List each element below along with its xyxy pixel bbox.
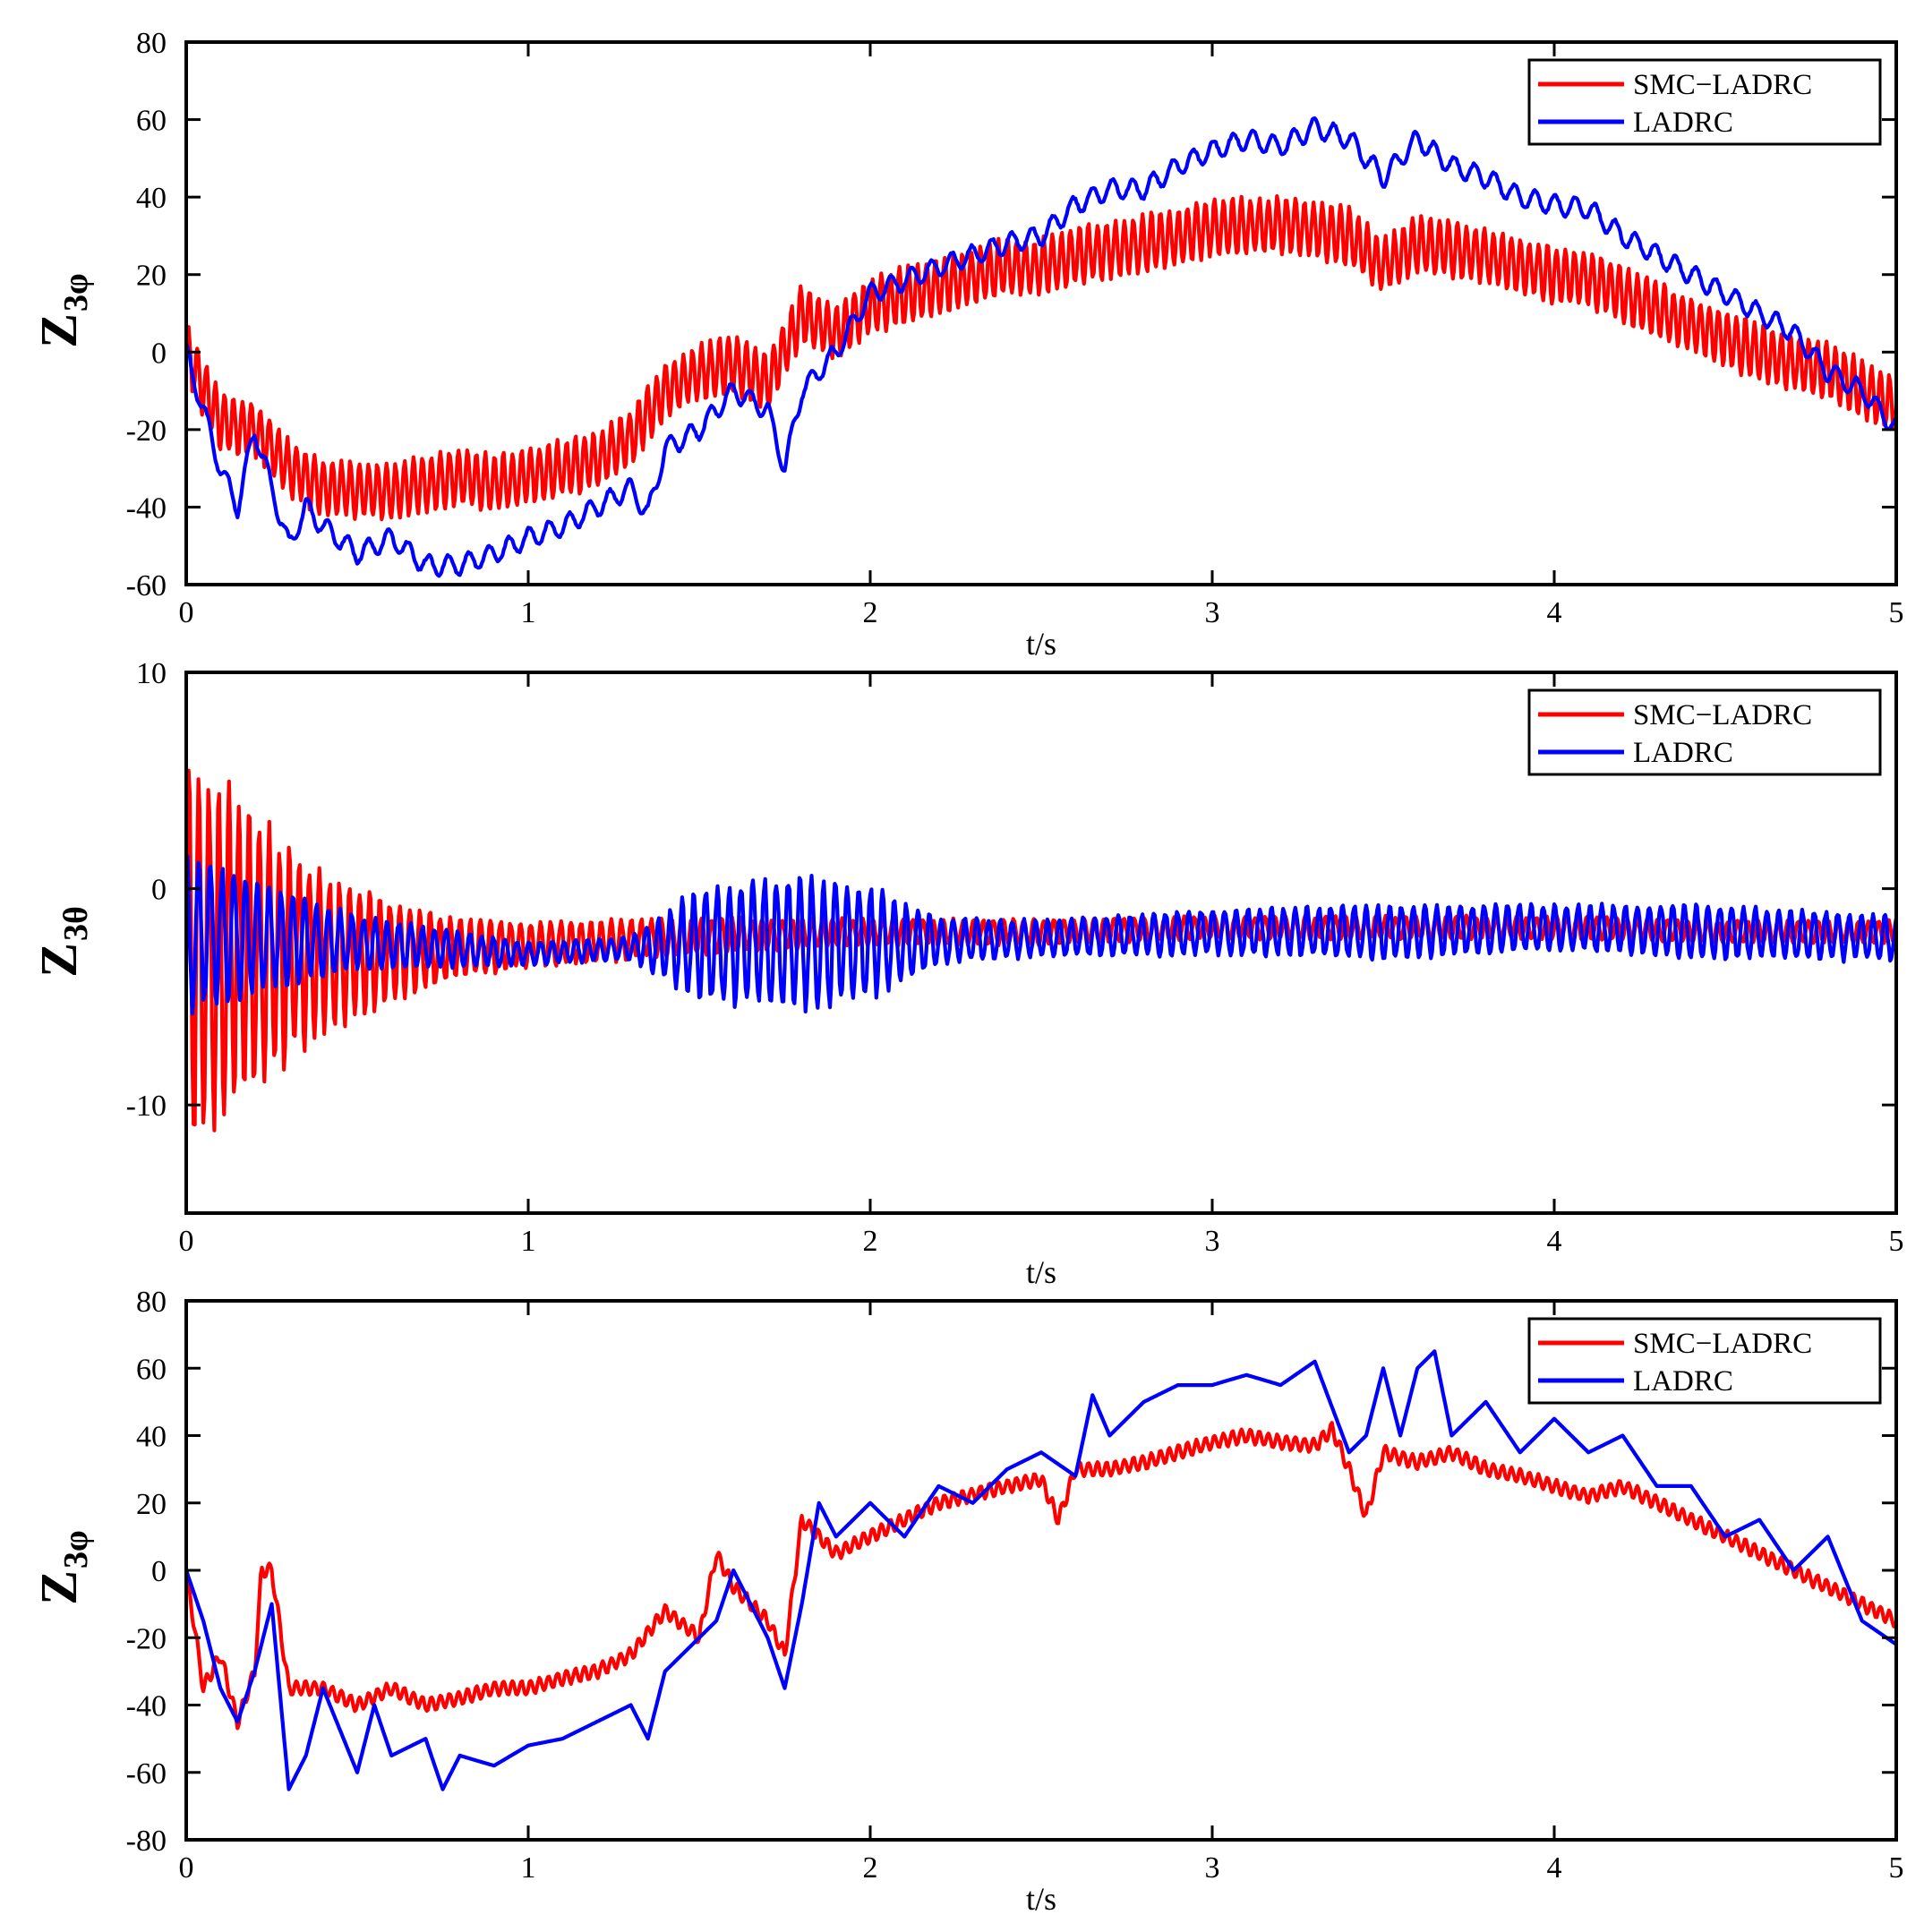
legend-label-smc-ladrc: SMC−LADRC [1633,1328,1812,1360]
y-axis-label-subscript: 3θ [57,906,95,941]
chart-panel-3: 0 1 2 3 4 5 80 60 40 20 0 -20 -40 -60 -80 t/s Z3φ SMC−LAD… [30,1286,1904,1917]
x-tick-label: 1 [521,1851,536,1885]
y-tick-label: 60 [136,105,167,138]
axes-frame [184,671,1898,1215]
legend-box [1527,688,1882,776]
y-tick-label: 20 [136,260,167,293]
plot-area [186,116,1896,578]
y-axis-label: Z3φ [30,273,95,347]
x-tick-label: 2 [863,1851,878,1885]
y-tick-label: -80 [126,1825,167,1858]
x-tick-label: 3 [1205,1225,1220,1258]
x-tick-label: 0 [179,596,194,629]
y-axis-label: Z3θ [30,906,95,978]
x-axis-label: t/s [1026,626,1056,662]
y-axis-label-subscript: 3φ [57,273,95,312]
legend-label-smc-ladrc: SMC−LADRC [1633,699,1812,731]
y-axis-label-main: Z [30,313,88,348]
y-axis-label-subscript: 3φ [57,1530,95,1569]
y-tick-label: -20 [126,415,167,448]
x-tick-label: 3 [1205,596,1220,629]
y-tick-label: -10 [126,1090,167,1123]
y-tick-label: -60 [126,1757,167,1791]
y-tick-label: 40 [136,182,167,215]
plot-area [186,768,1896,1133]
legend: SMC−LADRC LADRC [1527,688,1882,776]
series-line-ladrc [186,116,1896,578]
series-line-ladrc [186,1349,1896,1791]
x-tick-label: 2 [863,596,878,629]
x-tick-label: 4 [1547,1225,1562,1258]
x-tick-label: 1 [521,1225,536,1258]
legend-label-smc-ladrc: SMC−LADRC [1633,69,1812,101]
chart-panel-2: 0 1 2 3 4 5 10 0 -10 t/s Z3θ SMC−LADRC LADRC [30,657,1904,1290]
legend-box [1527,58,1882,146]
y-axis-label: Z3φ [30,1530,95,1604]
x-tick-label: 4 [1547,1851,1562,1885]
legend-label-ladrc: LADRC [1633,1365,1733,1398]
x-tick-label: 5 [1889,1851,1904,1885]
x-axis-label: t/s [1026,1254,1056,1290]
y-tick-label: 10 [136,657,167,690]
series-line-ladrc [186,854,1896,1016]
y-tick-label: 60 [136,1353,167,1386]
legend: SMC−LADRC LADRC [1527,1317,1882,1405]
y-tick-label: 0 [151,1555,167,1588]
y-axis-label-main: Z [30,943,88,978]
y-tick-label: -20 [126,1622,167,1655]
y-tick-label: -60 [126,569,167,603]
y-tick-label: 0 [151,874,167,907]
axes-frame [184,40,1898,586]
chart-panel-1: 0 1 2 3 4 5 80 60 40 20 0 -20 -40 -60 t/s Z3φ SMC−LADRC L… [30,27,1904,662]
y-tick-label: -40 [126,492,167,525]
chart-panels: 0 1 2 3 4 5806040200-20-40-60t/sZ3φSMC−LADRCL… [30,27,1904,1917]
y-tick-label: 20 [136,1488,167,1521]
y-tick-label: 0 [151,337,167,370]
legend-label-ladrc: LADRC [1633,107,1733,139]
plot-area [186,1349,1896,1791]
y-tick-label: -40 [126,1690,167,1723]
series-line-smc-ladrc [186,194,1896,522]
series-line-smc-ladrc [186,1421,1896,1731]
y-tick-label: 80 [136,27,167,60]
x-axis-label: t/s [1026,1881,1056,1917]
x-tick-label: 4 [1547,596,1562,629]
y-tick-label: 80 [136,1286,167,1319]
x-tick-label: 2 [863,1225,878,1258]
y-axis-label-main: Z [30,1570,88,1605]
x-tick-label: 3 [1205,1851,1220,1885]
x-tick-label: 1 [521,596,536,629]
y-tick-label: 40 [136,1421,167,1454]
legend-box [1527,1317,1882,1405]
x-tick-label: 5 [1889,1225,1904,1258]
x-tick-label: 0 [179,1851,194,1885]
x-tick-label: 5 [1889,596,1904,629]
legend: SMC−LADRC LADRC [1527,58,1882,146]
legend-label-ladrc: LADRC [1633,737,1733,769]
x-tick-label: 0 [179,1225,194,1258]
